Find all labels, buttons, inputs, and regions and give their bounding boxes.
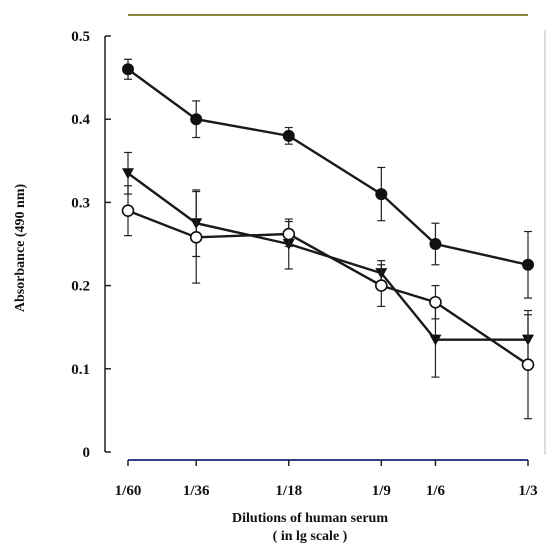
series-line [127,68,529,266]
y-tick-label: 0.3 [71,195,90,211]
data-point [190,113,203,126]
x-tick-label: 1/36 [183,483,210,499]
data-point [189,231,203,244]
series-2 [122,151,534,378]
data-point [282,129,295,142]
series-group [121,58,535,420]
data-point [122,63,134,76]
data-point [521,358,535,371]
data-point [121,204,135,218]
y-axis-ticks: 0 0.1 0.2 0.3 0.4 0.5 [71,29,111,461]
x-tick-label: 1/6 [426,483,446,499]
series-1 [122,58,534,299]
x-tick-label: 1/18 [275,483,302,499]
data-point [282,227,296,241]
series-line [127,209,529,366]
x-axis-title: Dilutions of human serum [232,511,388,526]
data-point [375,279,388,292]
y-tick-label: 0.5 [71,29,90,45]
x-tick-label: 1/9 [372,483,391,499]
data-point [429,295,442,309]
data-point [375,188,388,201]
data-point [429,334,442,346]
series-3 [121,185,535,420]
x-axis-subtitle: ( in lg scale ) [273,529,348,544]
y-tick-label: 0.1 [71,362,90,378]
plot-frame [104,14,546,461]
data-point [122,168,134,180]
data-point [522,258,534,271]
y-tick-label: 0.2 [71,279,90,295]
y-axis-title: Absorbance (490 nm) [13,184,28,313]
data-point [429,238,442,250]
x-tick-label: 1/60 [115,483,142,499]
x-tick-label: 1/3 [518,483,537,499]
y-tick-label: 0 [83,445,91,461]
x-axis-ticks: 1/60 1/36 1/18 1/9 1/6 1/3 [115,460,538,499]
y-tick-label: 0.4 [71,112,90,128]
